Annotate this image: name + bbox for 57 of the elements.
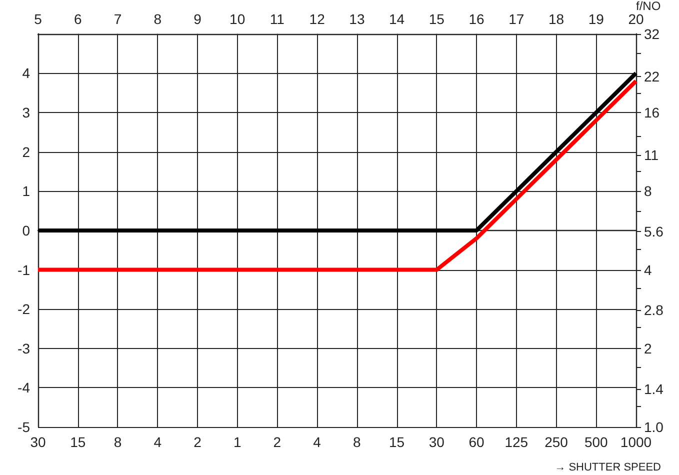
x-tick-label: 30 <box>428 434 445 450</box>
line-series <box>36 71 638 232</box>
x2-tick-label: 5 <box>34 10 42 27</box>
x2-tick-label: 11 <box>270 10 285 27</box>
y-tick-label: 4 <box>22 65 30 82</box>
x2-tick-label: 7 <box>114 10 122 27</box>
x-tick-label: 30 <box>30 434 46 450</box>
y-tick-label: -4 <box>18 380 30 396</box>
y2-tick-label: 2.8 <box>644 302 664 318</box>
x2-tick-label: 15 <box>428 10 445 27</box>
x2-tick-label: 10 <box>230 10 246 27</box>
y2-tick-label: 32 <box>644 26 660 42</box>
y-tick-label: -1 <box>18 262 30 278</box>
y2-tick-label: 8 <box>644 183 652 200</box>
y-tick-label: -2 <box>18 301 30 318</box>
y-tick-label: 0 <box>22 222 30 238</box>
y-tick-label: -5 <box>18 419 30 435</box>
line-series <box>36 79 638 272</box>
x2-tick-label: 18 <box>548 10 564 27</box>
y2-tick-label: 22 <box>644 68 660 84</box>
x-tick-label: 250 <box>544 434 568 450</box>
x-tick-label: 2 <box>194 434 202 450</box>
x-tick-label: 125 <box>504 434 528 450</box>
y2-tick-label: 1.4 <box>644 380 664 397</box>
x2-tick-label: 13 <box>349 10 365 27</box>
x-tick-label: 4 <box>154 434 162 450</box>
x2-tick-label: 20 <box>628 10 644 27</box>
y2-tick-label: 16 <box>644 104 660 121</box>
x-tick-label: 15 <box>389 434 405 450</box>
x2-tick-label: 8 <box>154 10 162 27</box>
x2-tick-label: 6 <box>74 10 82 27</box>
y2-tick-label: 1.0 <box>644 419 664 435</box>
x-tick-label: 500 <box>584 434 608 450</box>
x2-tick-label: 16 <box>468 10 485 27</box>
y-tick-label: 1 <box>22 183 30 200</box>
x-tick-label: 60 <box>468 434 485 450</box>
x2-tick-label: 12 <box>309 10 326 27</box>
x-tick-label: 15 <box>70 434 86 450</box>
x2-tick-label: 19 <box>588 10 604 27</box>
y2-tick-label: 5.6 <box>644 224 664 240</box>
x-tick-label: 1 <box>233 434 242 450</box>
x-tick-label: 4 <box>313 434 322 450</box>
x-tick-label: 8 <box>114 434 122 450</box>
y-tick-label: 3 <box>22 104 30 121</box>
x2-tick-label: 17 <box>508 10 524 27</box>
x2-tick-label: 9 <box>194 10 202 27</box>
y2-axis-title: f/NO <box>636 0 661 13</box>
y2-tick-label: 2 <box>644 340 652 356</box>
x-axis-title: → SHUTTER SPEED <box>554 462 662 474</box>
y-tick-label: 2 <box>22 144 30 160</box>
y-tick-label: -3 <box>18 340 30 356</box>
x-tick-label: 8 <box>353 434 362 450</box>
y2-tick-label: 11 <box>644 147 659 164</box>
y2-tick-label: 4 <box>644 262 652 278</box>
x-tick-label: 1000 <box>620 434 652 450</box>
x-tick-label: 2 <box>273 434 282 450</box>
x2-tick-label: 14 <box>389 10 405 27</box>
